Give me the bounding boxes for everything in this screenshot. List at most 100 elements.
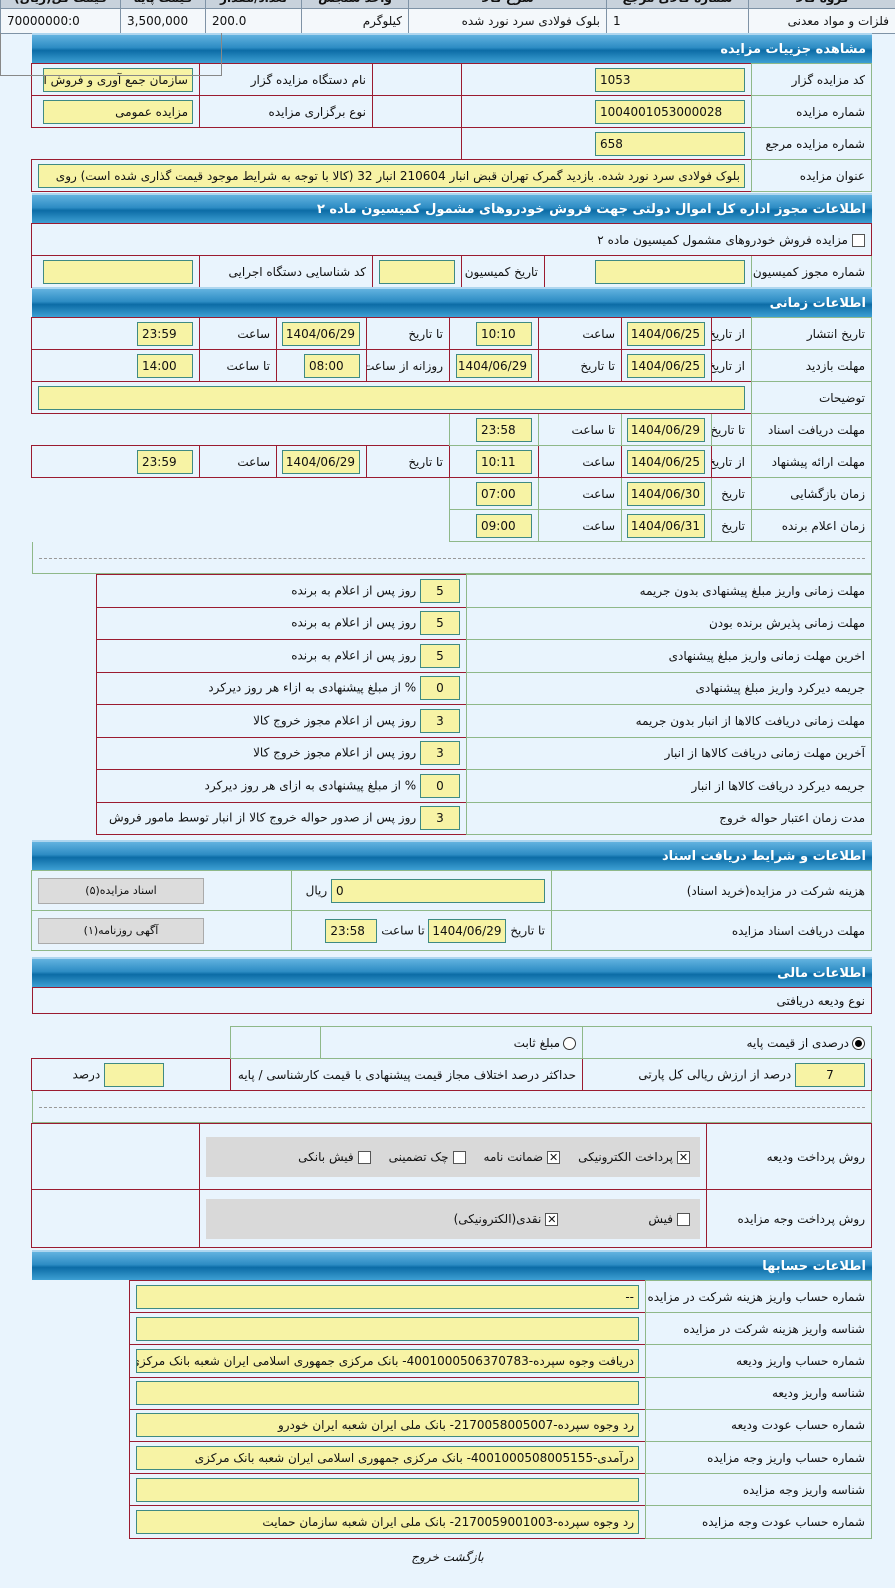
deadline-value-field[interactable]: 5 xyxy=(420,643,460,668)
timing-section: اطلاعات زمانی تاریخ انتشار از تاریخ 1404… xyxy=(31,287,872,835)
payment-methods: فیش ✕نقدی(الکترونیکی) xyxy=(206,1198,700,1239)
offer-to-time-field[interactable]: 23:59 xyxy=(137,449,193,474)
label: روش پرداخت وجه مزایده xyxy=(706,1189,872,1248)
section-title: مشاهده جزییات مزایده xyxy=(32,33,872,63)
account-field[interactable] xyxy=(136,1316,639,1341)
deadline-value-field[interactable]: 5 xyxy=(420,611,460,636)
account-field[interactable]: -- xyxy=(136,1284,639,1309)
radio-percent[interactable]: درصدی از قیمت پایه xyxy=(582,1026,872,1059)
col-qty: تعداد/مقدار xyxy=(205,0,302,9)
max-diff-field[interactable] xyxy=(104,1062,164,1087)
ref-number-field[interactable]: 658 xyxy=(595,131,745,156)
visit-to-field[interactable]: 1404/06/29 xyxy=(456,353,532,378)
open-time-field[interactable]: 07:00 xyxy=(476,481,532,506)
description-field[interactable] xyxy=(38,385,745,410)
docs-deadline-time-field[interactable]: 23:58 xyxy=(325,918,378,943)
deadline-value-field[interactable]: 0 xyxy=(420,773,460,798)
auctioneer-code-field[interactable]: 1053 xyxy=(595,67,745,92)
auction-documents-button[interactable]: اسناد مزایده(۵) xyxy=(38,877,204,904)
auction-type-field[interactable]: مزایده عمومی xyxy=(43,99,193,124)
checkbox-icon[interactable] xyxy=(677,1212,690,1226)
label: از تاریخ xyxy=(711,445,752,478)
label: تاریخ انتشار xyxy=(751,317,872,350)
deadline-value-field[interactable]: 5 xyxy=(420,578,460,603)
label: مهلت زمانی پذیرش برنده بودن xyxy=(466,606,872,640)
deadline-row: جریمه دیرکرد واریز مبلغ پیشنهادی 0 % از م… xyxy=(96,671,872,705)
radio-fixed[interactable]: مبلغ ثابت xyxy=(320,1026,583,1059)
method-option[interactable]: فیش بانکی xyxy=(298,1149,371,1164)
visit-daily-from-field[interactable]: 08:00 xyxy=(304,353,360,378)
label: فیش بانکی xyxy=(298,1149,354,1164)
offer-from-field[interactable]: 1404/06/25 xyxy=(627,449,705,474)
section-title: اطلاعات مالی xyxy=(32,957,872,987)
account-field[interactable]: دریافت وجوه سپرده-4001000506370783- بانک… xyxy=(136,1348,639,1373)
account-field[interactable] xyxy=(136,1477,639,1502)
exit-link[interactable]: خروج xyxy=(411,1550,439,1564)
account-field[interactable]: درآمدی-4001000508005155- بانک مرکزی جمهو… xyxy=(136,1445,639,1470)
offer-time-field[interactable]: 10:11 xyxy=(476,449,532,474)
method-option[interactable]: چک تضمینی xyxy=(389,1150,466,1164)
method-option[interactable]: فیش xyxy=(648,1212,690,1226)
checked-checkbox-icon[interactable]: ✕ xyxy=(677,1150,690,1164)
deadline-value-field[interactable]: 3 xyxy=(420,741,460,766)
label: ساعت xyxy=(538,509,622,542)
checked-checkbox-icon[interactable]: ✕ xyxy=(545,1212,559,1226)
account-field[interactable]: رد وجوه سپرده-2170059001003- بانک ملی ای… xyxy=(136,1509,639,1534)
subject-field[interactable]: بلوک فولادی سرد نورد شده. بازدید گمرک ته… xyxy=(38,163,745,188)
visit-to-time-field[interactable]: 14:00 xyxy=(137,353,193,378)
accounts-section: اطلاعات حسابها شماره حساب واریز هزینه شر… xyxy=(32,1250,872,1539)
method-option[interactable]: ✕ پرداخت الکترونیکی xyxy=(578,1150,690,1164)
section-title: اطلاعات و شرایط دریافت اسناد xyxy=(32,840,872,870)
account-field[interactable] xyxy=(136,1381,639,1406)
newspaper-ad-button[interactable]: آگهی روزنامه(۱) xyxy=(38,917,204,944)
col-group: گروه کالا xyxy=(748,0,895,9)
winner-time-field[interactable]: 09:00 xyxy=(476,513,532,538)
fee-field[interactable]: 0 xyxy=(331,878,545,903)
docs-to-field[interactable]: 1404/06/29 xyxy=(627,417,705,442)
checkbox-icon[interactable] xyxy=(452,1150,466,1164)
unit-label: % از مبلغ پیشنهادی به ازاء هر روز دیرکرد xyxy=(208,680,417,695)
org-name-field[interactable]: سازمان جمع آوری و فروش اموال xyxy=(43,67,193,92)
label: زمان بازگشایی xyxy=(751,477,872,510)
currency-label: ریال xyxy=(305,883,328,897)
publish-to-field[interactable]: 1404/06/29 xyxy=(282,321,360,346)
label: نقدی(الکترونیکی) xyxy=(453,1211,542,1226)
offer-to-field[interactable]: 1404/06/29 xyxy=(282,449,360,474)
label: تا ساعت xyxy=(381,923,425,937)
percent-field[interactable]: 7 xyxy=(795,1062,865,1087)
deadline-value-field[interactable]: 3 xyxy=(420,806,460,831)
col-unit: واحد سنجش xyxy=(301,0,409,9)
checkbox-icon[interactable] xyxy=(357,1150,371,1164)
label: درصد از ارزش ریالی کل پارتی xyxy=(638,1067,792,1081)
winner-date-field[interactable]: 1404/06/31 xyxy=(627,513,705,538)
permit-no-field[interactable] xyxy=(595,259,745,284)
deadline-value-field[interactable]: 3 xyxy=(420,708,460,733)
deadline-value-field[interactable]: 0 xyxy=(420,676,460,701)
exec-id-field[interactable] xyxy=(43,259,193,284)
method-option[interactable]: ✕نقدی(الکترونیکی) xyxy=(454,1212,559,1226)
checkbox-icon[interactable] xyxy=(852,233,865,247)
checkbox-label: مزایده فروش خودروهای مشمول کمیسیون ماده … xyxy=(597,232,848,247)
open-date-field[interactable]: 1404/06/30 xyxy=(627,481,705,506)
publish-from-field[interactable]: 1404/06/25 xyxy=(627,321,705,346)
back-link[interactable]: بازگشت xyxy=(442,1550,484,1564)
visit-from-field[interactable]: 1404/06/25 xyxy=(627,353,705,378)
auction-number-field[interactable]: 1004001053000028 xyxy=(595,99,745,124)
checked-checkbox-icon[interactable]: ✕ xyxy=(547,1150,561,1164)
radio-icon[interactable] xyxy=(563,1036,576,1050)
commission-date-field[interactable] xyxy=(379,259,455,284)
radio-selected-icon[interactable] xyxy=(852,1036,865,1050)
method-option[interactable]: ✕ضمانت نامه xyxy=(484,1150,561,1164)
publish-time-field[interactable]: 10:10 xyxy=(476,321,532,346)
docs-to-time-field[interactable]: 23:58 xyxy=(476,417,532,442)
label: جریمه دیرکرد دریافت کالاها از انبار xyxy=(466,769,872,803)
commission-checkbox[interactable]: مزایده فروش خودروهای مشمول کمیسیون ماده … xyxy=(30,223,873,256)
account-row: شناسه واریز هزینه شرکت در مزایده xyxy=(129,1312,872,1346)
docs-deadline-date-field[interactable]: 1404/06/29 xyxy=(428,918,507,943)
label: تا تاریخ xyxy=(538,349,622,382)
items-table: گروه کالا شماره کالای مرجع شرح کالا واحد… xyxy=(0,0,895,34)
account-field[interactable]: رد وجوه سپرده-2170058005007- بانک ملی ای… xyxy=(136,1413,639,1438)
publish-to-time-field[interactable]: 23:59 xyxy=(137,321,193,346)
unit-label: روز پس از اعلام به برنده xyxy=(291,583,417,598)
label: مهلت زمانی دریافت کالاها از انبار بدون ج… xyxy=(466,704,872,738)
